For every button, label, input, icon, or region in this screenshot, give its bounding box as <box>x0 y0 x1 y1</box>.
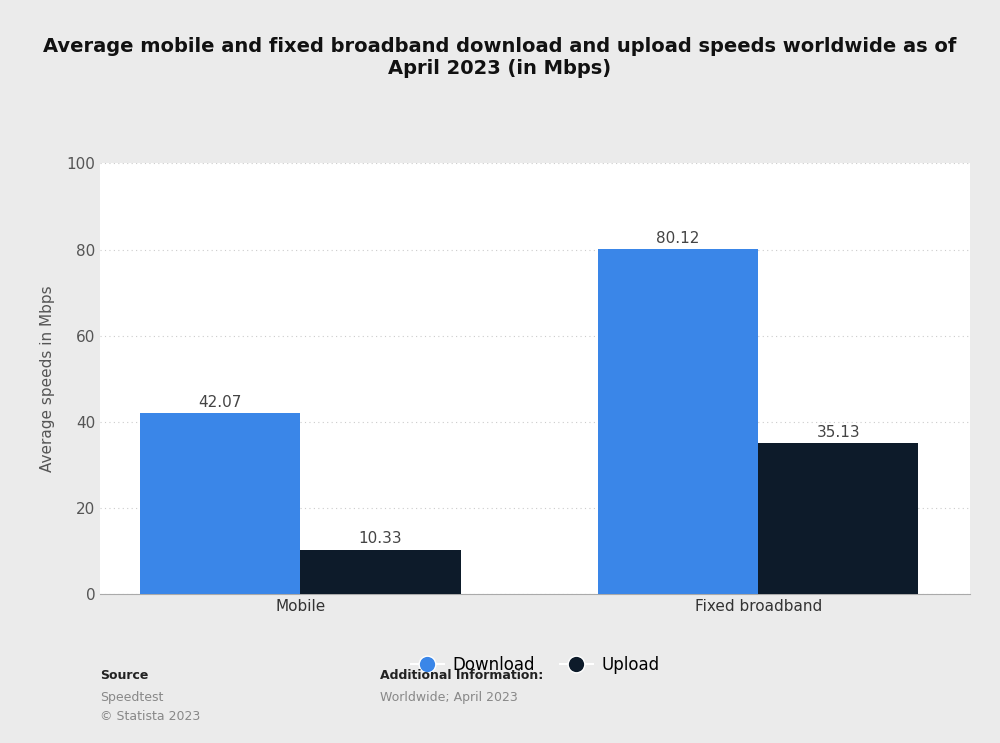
Text: Additional Information:: Additional Information: <box>380 669 543 681</box>
Bar <box>140 413 300 594</box>
Bar <box>758 443 918 594</box>
Text: Speedtest
© Statista 2023: Speedtest © Statista 2023 <box>100 691 200 723</box>
Bar <box>300 550 461 594</box>
Text: Worldwide; April 2023: Worldwide; April 2023 <box>380 691 518 704</box>
Text: 80.12: 80.12 <box>656 230 700 246</box>
Text: 10.33: 10.33 <box>359 531 402 546</box>
Y-axis label: Average speeds in Mbps: Average speeds in Mbps <box>40 285 55 473</box>
Text: 42.07: 42.07 <box>199 395 242 409</box>
Bar <box>598 249 758 594</box>
Text: Average mobile and fixed broadband download and upload speeds worldwide as of
Ap: Average mobile and fixed broadband downl… <box>43 37 957 78</box>
Legend: Download, Upload: Download, Upload <box>404 649 666 681</box>
Text: 35.13: 35.13 <box>817 424 860 440</box>
Text: Source: Source <box>100 669 148 681</box>
